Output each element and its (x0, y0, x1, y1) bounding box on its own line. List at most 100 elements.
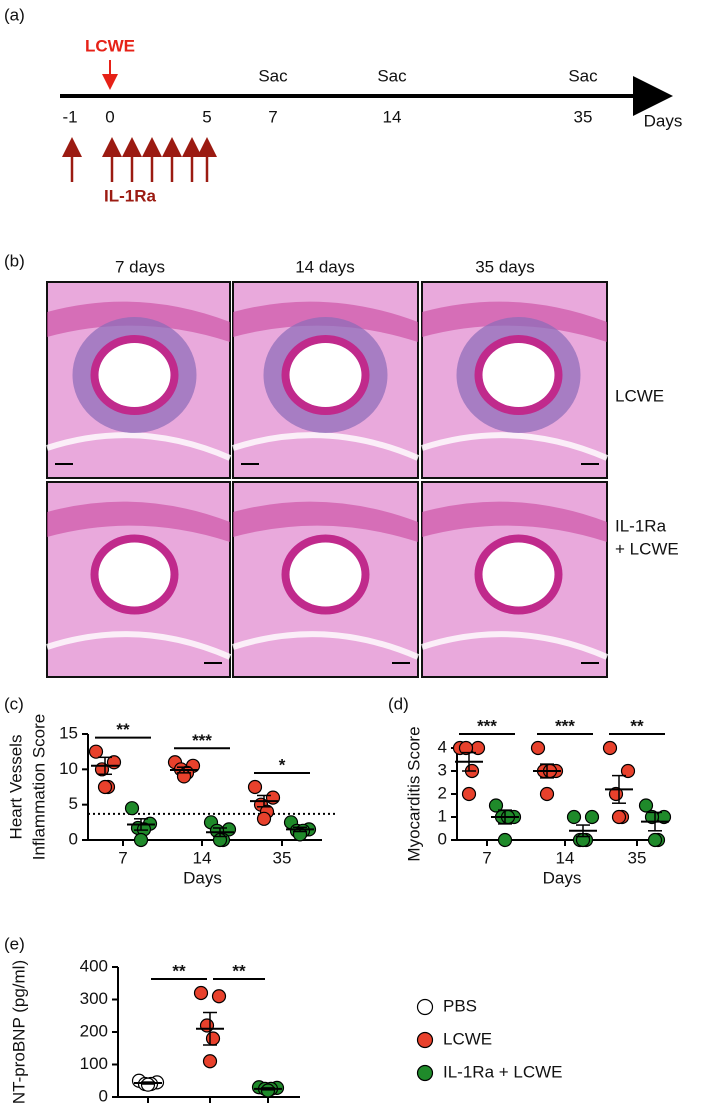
x-tick-label: 7 (482, 848, 491, 867)
y-tick-label: 15 (59, 723, 78, 742)
significance-label: * (279, 755, 286, 774)
significance-label: ** (172, 961, 186, 980)
vessel-lumen (289, 542, 362, 607)
data-point (124, 801, 140, 816)
tissue-band (47, 501, 230, 542)
y-tick-label: 400 (80, 956, 108, 975)
x-tick-label: 14 (193, 848, 212, 867)
vessel-lumen (98, 542, 171, 607)
y-axis-label: Inflammation Score (29, 714, 48, 860)
data-point (620, 763, 636, 779)
data-point (88, 744, 104, 759)
sac-label: Sac (377, 66, 407, 85)
x-tick-label: 14 (556, 848, 575, 867)
data-point (584, 809, 600, 825)
row-label: + LCWE (615, 539, 679, 558)
data-point (647, 832, 663, 848)
significance-label: *** (555, 716, 575, 735)
data-point (133, 832, 149, 848)
day-label: 7 (268, 107, 277, 126)
y-axis-label: NT-proBNP (pg/ml) (9, 960, 28, 1104)
significance-label: ** (630, 716, 644, 735)
vessel-lumen (289, 343, 362, 407)
x-tick-label: 7 (118, 848, 127, 867)
days-unit: Days (644, 111, 683, 130)
legend-marker (416, 998, 434, 1016)
legend-label: PBS (443, 996, 477, 1015)
x-tick-label: 35 (273, 848, 292, 867)
tissue-gap (46, 631, 232, 660)
day-label: 0 (105, 107, 114, 126)
y-tick-label: 0 (99, 1086, 108, 1105)
data-point (256, 811, 272, 826)
tissue-band (233, 501, 418, 542)
column-header: 7 days (115, 257, 165, 276)
data-point (247, 779, 263, 795)
y-axis-label: Heart Vessels (6, 735, 25, 840)
y-tick-label: 4 (438, 737, 447, 756)
row-label: IL-1Ra (615, 516, 667, 535)
column-header: 35 days (475, 257, 535, 276)
y-tick-label: 5 (69, 794, 78, 813)
row-label: LCWE (615, 386, 664, 405)
panel-label: (a) (4, 5, 25, 24)
data-point (97, 779, 113, 795)
data-point (497, 832, 513, 848)
data-point (488, 798, 504, 813)
day-label: 14 (383, 107, 402, 126)
sac-label: Sac (568, 66, 598, 85)
data-point (530, 740, 546, 756)
significance-label: *** (192, 731, 212, 750)
data-point (461, 786, 477, 802)
panel-label: (b) (4, 251, 25, 270)
data-point (205, 1031, 221, 1046)
y-tick-label: 300 (80, 989, 108, 1008)
data-point (193, 985, 209, 1001)
day-label: 35 (574, 107, 593, 126)
y-tick-label: 0 (69, 829, 78, 848)
data-point (611, 809, 627, 825)
column-header: 14 days (295, 257, 355, 276)
significance-label: *** (477, 716, 497, 735)
vessel-lumen (98, 343, 171, 407)
panel-label: (d) (388, 694, 409, 713)
day-label: 5 (202, 107, 211, 126)
data-point (566, 809, 582, 825)
x-tick-label: 35 (628, 848, 647, 867)
significance-label: ** (116, 720, 130, 739)
data-point (539, 786, 555, 802)
data-point (199, 1018, 215, 1033)
legend-label: IL-1Ra + LCWE (443, 1062, 563, 1081)
y-tick-label: 3 (438, 760, 447, 779)
histology-panels (46, 281, 609, 678)
data-point (638, 798, 654, 813)
data-point (211, 989, 227, 1004)
y-tick-label: 0 (438, 829, 447, 848)
data-point (602, 740, 618, 756)
legend-marker (416, 1064, 434, 1082)
sac-label: Sac (258, 66, 288, 85)
tissue-gap (46, 432, 232, 461)
tissue-gap (421, 432, 609, 461)
y-tick-label: 1 (438, 806, 447, 825)
data-point (202, 1054, 218, 1069)
tissue-band (422, 501, 607, 542)
legend-marker (416, 1031, 434, 1049)
treatment-label: IL-1Ra (104, 186, 157, 205)
x-axis-label: Days (183, 868, 222, 887)
legend-label: LCWE (443, 1029, 492, 1048)
data-point (265, 790, 281, 805)
data-point (458, 740, 474, 756)
y-tick-label: 200 (80, 1021, 108, 1040)
tissue-gap (421, 631, 609, 660)
y-tick-label: 2 (438, 783, 447, 802)
tissue-gap (232, 432, 420, 461)
vessel-lumen (482, 542, 555, 607)
panel-label: (e) (4, 934, 25, 953)
x-axis-label: Days (543, 868, 582, 887)
tissue-gap (232, 631, 420, 660)
significance-label: ** (232, 961, 246, 980)
panel-label: (c) (4, 694, 24, 713)
day-label: -1 (62, 107, 77, 126)
